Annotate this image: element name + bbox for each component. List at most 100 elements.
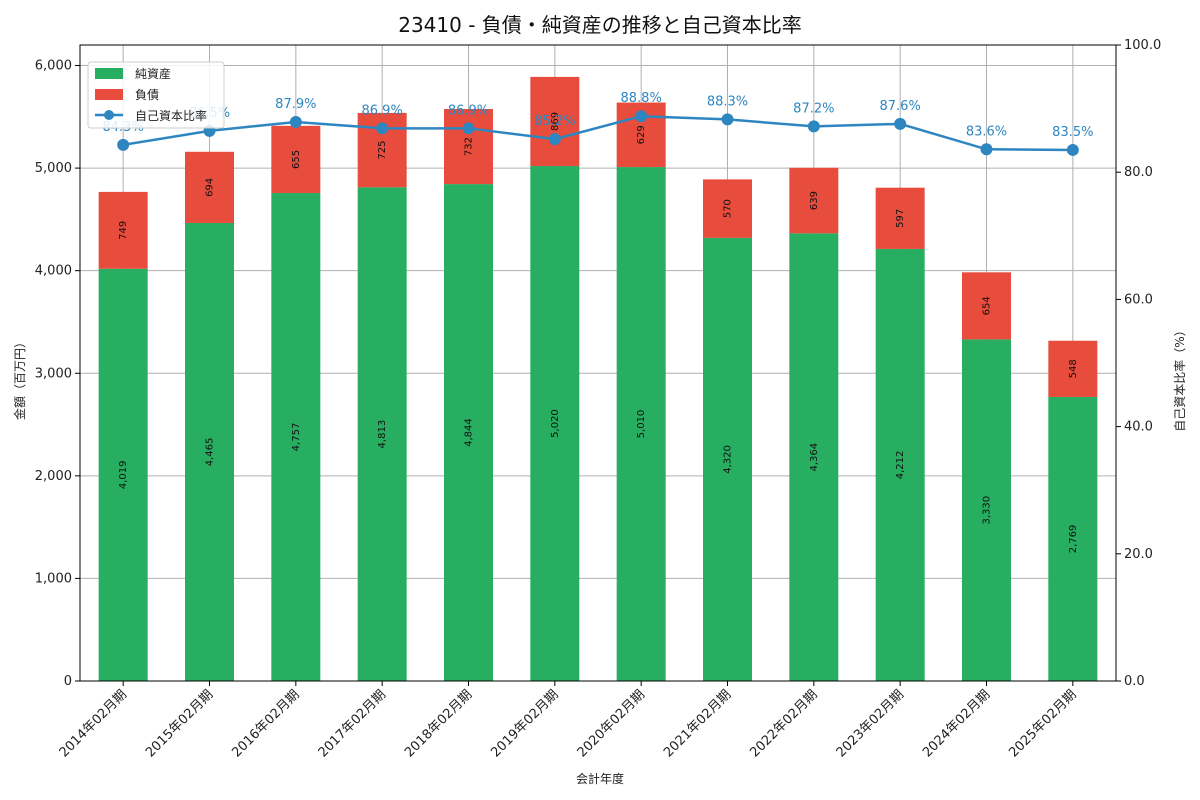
y2-tick-label: 0.0 (1124, 674, 1145, 689)
legend-label-net-assets: 純資産 (135, 66, 171, 81)
y-tick-label: 3,000 (35, 366, 72, 381)
y2-axis-title: 自己資本比率（%） (1172, 324, 1187, 431)
x-tick-label: 2017年02月期 (316, 687, 389, 760)
bar-net-assets (962, 339, 1011, 681)
plot-frame (79, 44, 1117, 682)
bar-net-assets (444, 184, 493, 681)
bar-liabilities (271, 125, 321, 194)
bar-label-net-assets: 4,364 (809, 443, 820, 472)
bar-liabilities (1048, 340, 1098, 397)
ratio-point (894, 117, 907, 130)
ratio-label: 87.9% (275, 97, 316, 112)
bar-net-assets (271, 193, 321, 681)
ratio-label: 83.6% (966, 124, 1007, 139)
bar-label-liabilities: 548 (1068, 359, 1079, 378)
y2-tick-label: 100.0 (1124, 38, 1161, 53)
bar-label-net-assets: 4,465 (205, 438, 216, 467)
bar-label-net-assets: 2,769 (1068, 525, 1079, 554)
y-tick-label: 1,000 (35, 571, 72, 586)
bar-label-liabilities: 570 (723, 199, 734, 218)
x-tick-label: 2021年02月期 (661, 687, 734, 760)
ratio-point (807, 120, 820, 133)
ratio-point (376, 122, 389, 135)
x-tick-label: 2024年02月期 (920, 687, 993, 760)
bar-liabilities (444, 109, 493, 185)
bar-label-liabilities: 869 (550, 112, 561, 131)
ratio-point (117, 138, 130, 151)
bar-label-liabilities: 694 (205, 178, 216, 197)
x-tick-label: 2016年02月期 (229, 687, 302, 760)
y-tick-label: 5,000 (35, 161, 72, 176)
ratio-label: 83.5% (1052, 125, 1093, 140)
y-axis-title: 金額（百万円） (12, 336, 27, 420)
legend-label-ratio: 自己資本比率 (135, 108, 207, 123)
legend-swatch-liabilities (95, 89, 123, 100)
bar-label-net-assets: 4,019 (118, 461, 129, 490)
x-tick-label: 2022年02月期 (747, 687, 820, 760)
ratio-line-layer: 84.3%86.5%87.9%86.9%86.9%85.2%88.8%88.3%… (103, 91, 1093, 156)
x-tick-label: 2020年02月期 (575, 687, 648, 760)
bar-label-net-assets: 3,330 (982, 496, 993, 525)
bar-liabilities (789, 167, 839, 234)
ratio-label: 87.2% (793, 101, 834, 116)
bar-label-liabilities: 749 (118, 221, 129, 240)
bar-label-liabilities: 655 (291, 150, 302, 169)
bar-net-assets (789, 233, 839, 681)
x-tick-label: 2025年02月期 (1006, 687, 1079, 760)
bar-net-assets (875, 248, 925, 681)
bar-net-assets (530, 166, 580, 681)
y2-tick-label: 60.0 (1124, 292, 1153, 307)
ratio-label: 85.2% (534, 114, 575, 129)
bar-label-net-assets: 4,844 (464, 418, 475, 447)
bar-net-assets (1048, 396, 1098, 681)
bar-net-assets (703, 237, 752, 681)
legend-swatch-net-assets (95, 68, 123, 79)
legend: 純資産 負債 自己資本比率 (87, 61, 225, 129)
bar-label-net-assets: 5,010 (636, 410, 647, 439)
bar-label-liabilities: 725 (377, 141, 388, 160)
y-tick-label: 4,000 (35, 264, 72, 279)
ratio-label: 88.3% (707, 94, 748, 109)
bar-net-assets (185, 222, 234, 681)
bar-label-liabilities: 597 (895, 209, 906, 228)
bar-net-assets (616, 167, 666, 681)
bar-label-net-assets: 4,813 (377, 420, 388, 449)
x-tick-label: 2018年02月期 (402, 687, 475, 760)
ratio-point (548, 133, 561, 146)
bar-net-assets (98, 268, 148, 681)
y2-tick-label: 80.0 (1124, 165, 1153, 180)
ratio-point (462, 122, 475, 135)
bar-label-net-assets: 4,320 (723, 445, 734, 474)
ratio-label: 88.8% (621, 91, 662, 106)
bar-label-liabilities: 732 (464, 137, 475, 156)
ratio-label: 86.9% (448, 103, 489, 118)
x-tick-label: 2015年02月期 (143, 687, 216, 760)
bar-label-net-assets: 5,020 (550, 409, 561, 438)
bar-label-net-assets: 4,212 (895, 451, 906, 480)
legend-marker-ratio (104, 110, 114, 120)
ratio-point (1066, 143, 1079, 156)
x-tick-label: 2014年02月期 (57, 687, 130, 760)
x-tick-label: 2019年02月期 (488, 687, 561, 760)
y-tick-label: 6,000 (35, 59, 72, 74)
chart-title: 23410 - 負債・純資産の推移と自己資本比率 (398, 13, 802, 37)
ratio-point (980, 143, 993, 156)
bar-label-net-assets: 4,757 (291, 423, 302, 452)
bar-label-liabilities: 639 (809, 191, 820, 210)
bar-net-assets (357, 187, 407, 681)
y-tick-label: 0 (64, 674, 72, 689)
bar-liabilities (875, 187, 925, 249)
ratio-point (635, 110, 648, 123)
x-axis-title: 会計年度 (576, 771, 624, 786)
bar-label-liabilities: 654 (982, 296, 993, 315)
ratio-label: 86.9% (362, 103, 403, 118)
bar-label-liabilities: 629 (636, 125, 647, 144)
ratio-line (122, 114, 1073, 152)
y2-tick-label: 20.0 (1124, 547, 1153, 562)
bar-liabilities (703, 179, 752, 238)
ratio-point (289, 115, 302, 128)
ratio-point (721, 113, 734, 126)
bar-liabilities (98, 191, 148, 269)
